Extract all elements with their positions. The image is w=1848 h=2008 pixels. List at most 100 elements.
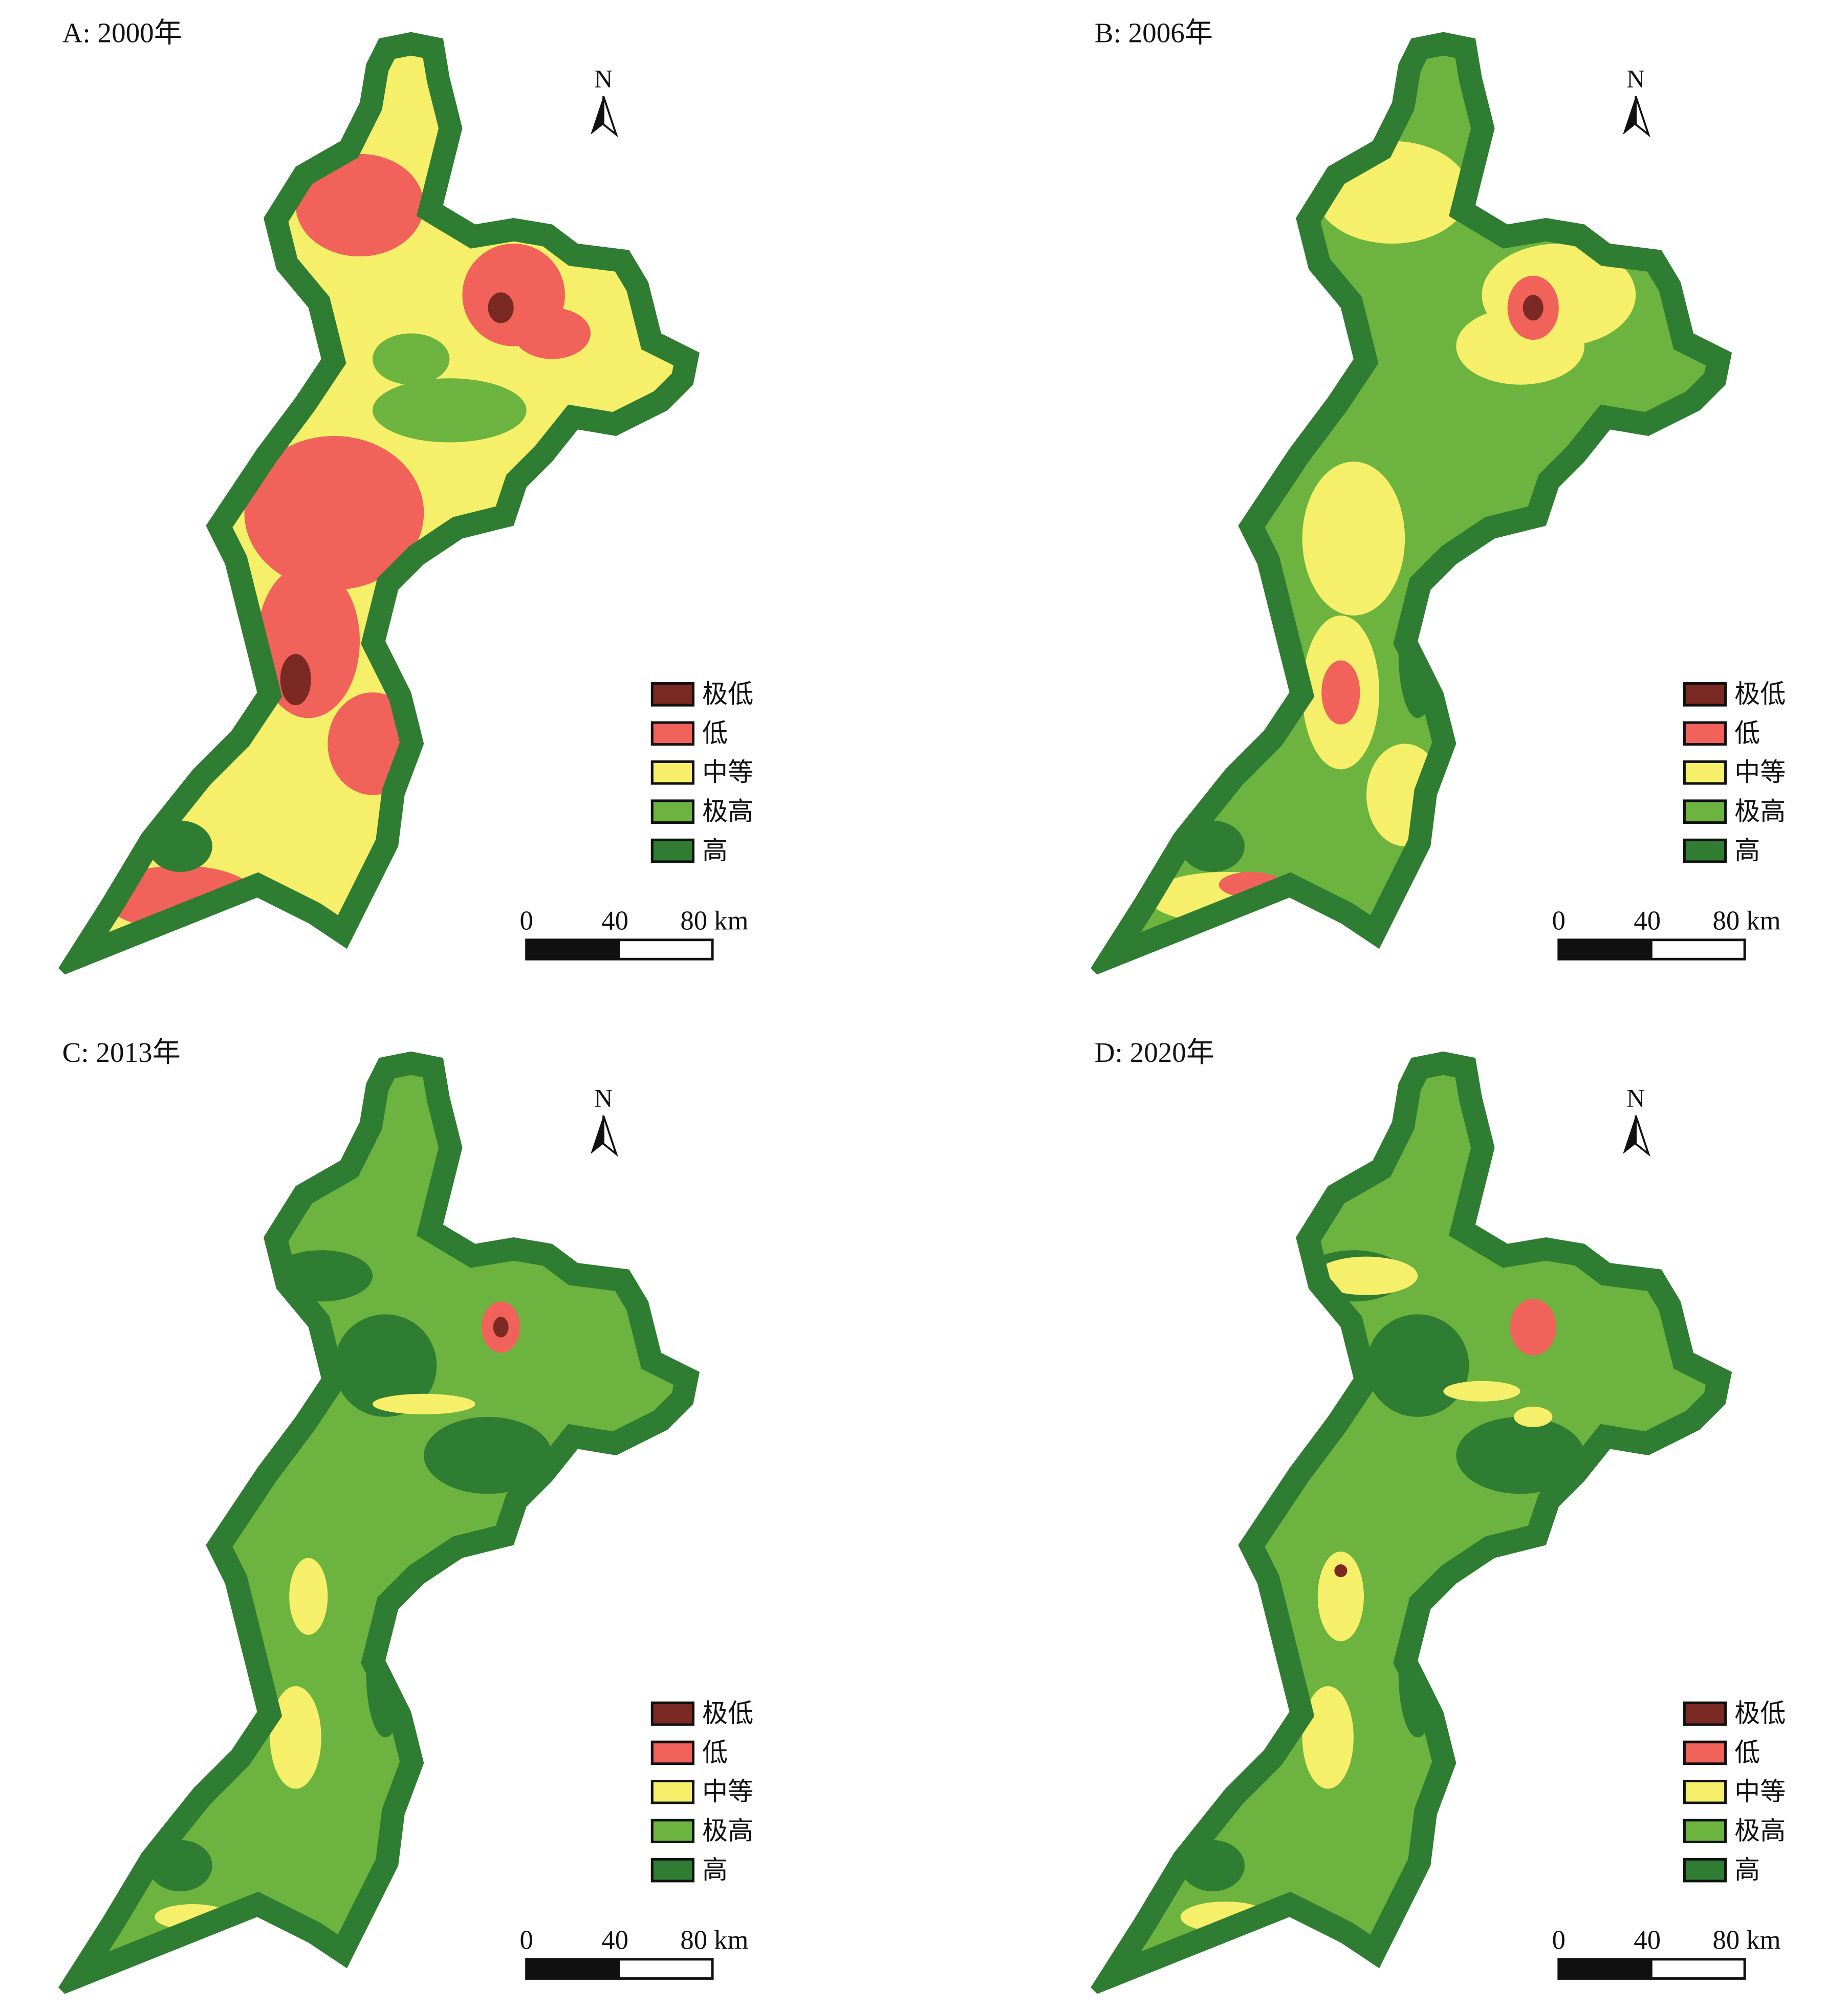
legend-label: 极高 — [702, 797, 753, 825]
map-region — [58, 32, 700, 975]
north-arrow — [1635, 1115, 1651, 1157]
legend-label: 中等 — [702, 758, 753, 787]
class-patch — [373, 378, 527, 443]
class-patch — [1510, 1299, 1556, 1356]
class-patch — [493, 1317, 509, 1338]
scale-label: 40 — [601, 906, 628, 936]
legend-swatch — [650, 1701, 694, 1726]
map-region — [58, 1052, 700, 1994]
panel-title: D: 2020年 — [1095, 1037, 1214, 1068]
legend-label: 极低 — [702, 680, 753, 708]
north-label: N — [1626, 64, 1645, 93]
north-arrow — [1623, 96, 1636, 135]
legend-swatch — [1683, 721, 1727, 746]
legend-label: 极高 — [1734, 1816, 1786, 1845]
legend-swatch — [1683, 1740, 1727, 1765]
legend-label: 高 — [702, 1856, 728, 1884]
scale-label: 0 — [520, 906, 533, 936]
legend-swatch — [1683, 799, 1727, 824]
legend-swatch — [650, 1858, 694, 1883]
scale-label: 80 km — [1713, 906, 1781, 936]
legend-label: 低 — [702, 719, 728, 748]
north-arrow — [1623, 1116, 1636, 1154]
class-patch — [1443, 1381, 1520, 1402]
class-patch — [513, 308, 591, 359]
legend-label: 极低 — [702, 1699, 753, 1728]
legend-swatch — [650, 1819, 694, 1844]
legend-swatch — [1683, 1858, 1727, 1883]
legend-label: 高 — [1734, 1856, 1760, 1884]
legend-swatch — [650, 838, 694, 863]
scale-label: 0 — [1552, 1926, 1566, 1955]
scale-bar — [526, 940, 620, 959]
legend-label: 极低 — [1734, 1699, 1786, 1728]
legend-label: 低 — [1734, 719, 1760, 748]
class-patch — [1317, 1551, 1364, 1642]
map-region — [1091, 1052, 1732, 1994]
north-arrow — [1635, 96, 1651, 138]
scale-bar — [1558, 1959, 1653, 1979]
class-patch — [244, 435, 424, 590]
legend-swatch — [650, 682, 694, 707]
scale-label: 0 — [1552, 906, 1566, 936]
scale-label: 40 — [1634, 906, 1661, 936]
class-patch — [373, 333, 450, 385]
class-patch — [280, 653, 311, 706]
class-patch — [1315, 1256, 1418, 1295]
scale-label: 40 — [601, 1926, 628, 1955]
legend-label: 低 — [702, 1738, 728, 1767]
scale-label: 80 km — [680, 1926, 748, 1955]
panel-title: A: 2000年 — [62, 17, 182, 49]
legend-swatch — [1683, 838, 1727, 863]
class-patch — [1366, 1314, 1469, 1417]
legend-swatch — [650, 1740, 694, 1765]
class-patch — [1302, 462, 1405, 616]
panel-title: C: 2013年 — [62, 1037, 181, 1068]
class-patch — [373, 1393, 475, 1414]
legend-swatch — [1683, 682, 1727, 707]
class-patch — [1523, 295, 1543, 321]
legend-swatch — [1683, 1701, 1727, 1726]
class-patch — [1321, 660, 1360, 725]
scale-label: 40 — [1634, 1926, 1661, 1955]
legend-label: 中等 — [1734, 758, 1786, 787]
legend-label: 极高 — [1734, 797, 1786, 825]
legend-label: 高 — [1734, 836, 1760, 865]
scale-bar — [1558, 940, 1653, 959]
class-patch — [1456, 1416, 1584, 1494]
legend-label: 高 — [702, 836, 728, 865]
north-arrow — [591, 1116, 604, 1154]
north-label: N — [594, 64, 613, 93]
class-patch — [289, 1558, 328, 1635]
class-patch — [295, 154, 424, 257]
legend-swatch — [650, 1779, 694, 1804]
class-patch — [334, 1314, 437, 1417]
north-label: N — [594, 1083, 613, 1112]
class-patch — [270, 1686, 321, 1789]
scale-bar — [526, 1959, 620, 1979]
north-arrow — [602, 96, 618, 138]
legend-label: 低 — [1734, 1738, 1760, 1767]
north-arrow — [591, 96, 604, 135]
map-region — [1091, 32, 1732, 975]
legend-swatch — [650, 721, 694, 746]
class-patch — [1334, 1564, 1347, 1578]
legend-label: 极低 — [1734, 680, 1786, 708]
legend-swatch — [650, 799, 694, 824]
legend-swatch — [1683, 760, 1727, 785]
class-patch — [1514, 1406, 1553, 1427]
legend-swatch — [1683, 1819, 1727, 1844]
class-patch — [1302, 1686, 1354, 1789]
panel-title: B: 2006年 — [1095, 17, 1213, 49]
legend-swatch — [1683, 1779, 1727, 1804]
north-arrow — [602, 1115, 618, 1157]
legend-label: 中等 — [1734, 1777, 1786, 1806]
class-patch — [424, 1416, 552, 1494]
legend-label: 中等 — [702, 1777, 753, 1806]
class-patch — [488, 292, 514, 323]
north-label: N — [1626, 1083, 1645, 1112]
